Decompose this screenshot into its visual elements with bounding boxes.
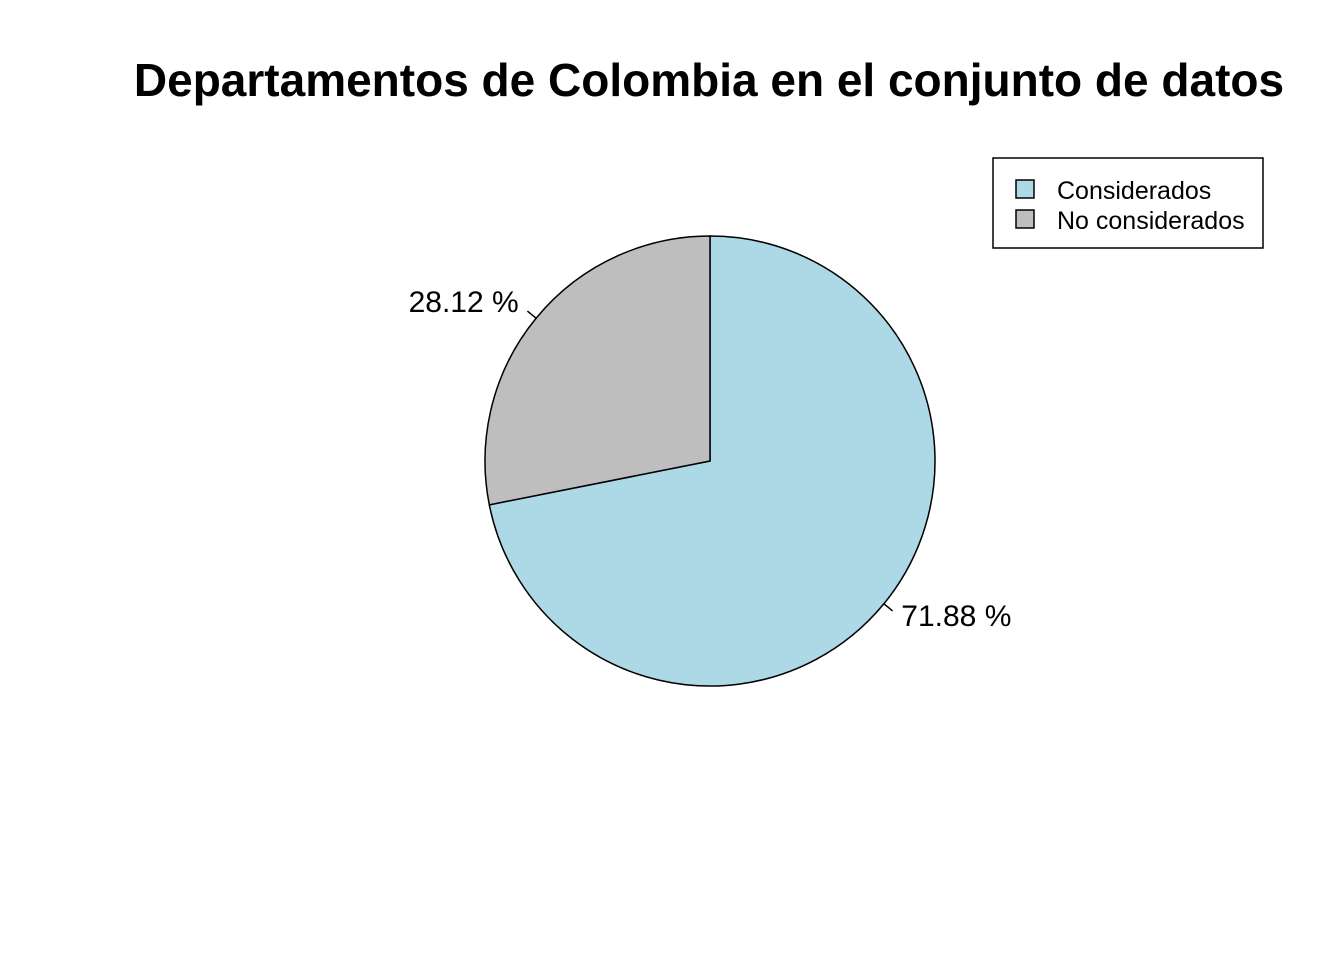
legend-box: [992, 157, 1264, 249]
label-tick-1: [526, 310, 537, 319]
slice-label-no-considerados: 28.12 %: [409, 286, 519, 319]
chart-title: Departamentos de Colombia en el conjunto…: [134, 54, 1284, 106]
label-tick-0: [883, 603, 894, 612]
label-ticks: [526, 310, 894, 612]
legend-label-considerados: Considerados: [1057, 177, 1211, 205]
legend-swatch-considerados: [1015, 179, 1035, 199]
legend-label-no-considerados: No considerados: [1057, 207, 1245, 235]
pie-slices: [484, 235, 936, 687]
legend: Considerados No considerados: [992, 157, 1264, 249]
slice-label-considerados: 71.88 %: [901, 600, 1011, 633]
slice-labels: 71.88 % 28.12 %: [409, 286, 1012, 633]
legend-swatch-no-considerados: [1015, 209, 1035, 229]
pie-slice-no-considerados: [484, 235, 711, 506]
